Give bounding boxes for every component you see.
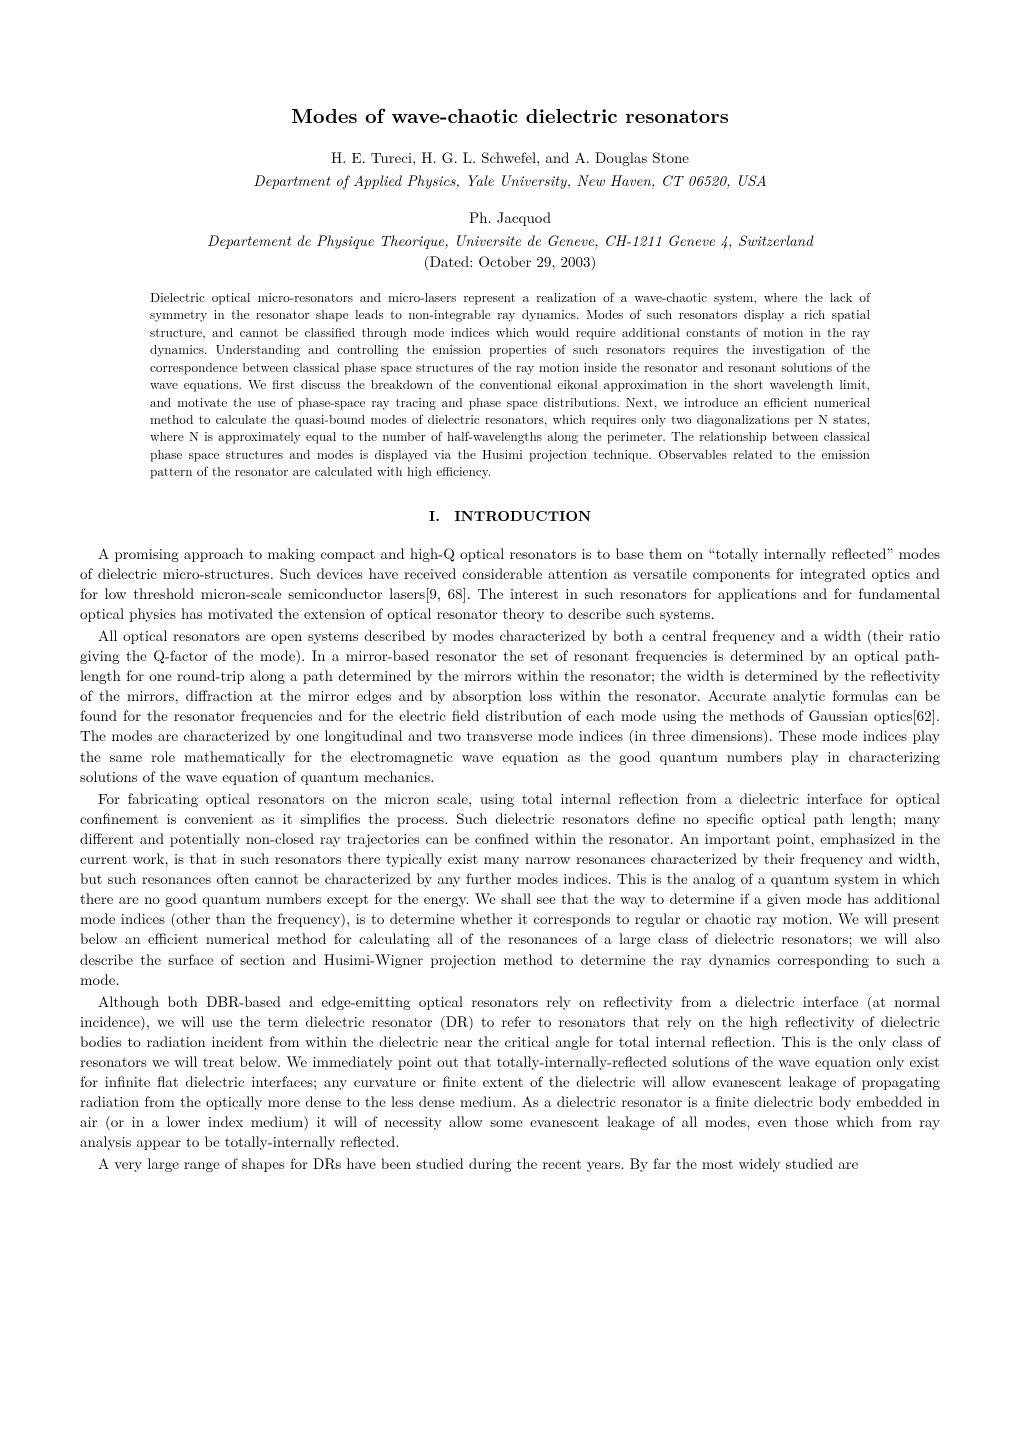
abstract: Dielectric optical micro-resonators and … [150, 288, 870, 480]
dated-line: (Dated: October 29, 2003) [80, 251, 940, 272]
affiliation-2: Departement de Physique Theorique, Unive… [80, 230, 940, 251]
paragraph-4: Although both DBR-based and edge-emittin… [80, 992, 940, 1153]
page: Modes of wave-chaotic dielectric resonat… [0, 0, 1020, 1237]
paper-title: Modes of wave-chaotic dielectric resonat… [80, 100, 940, 129]
affiliation-1: Department of Applied Physics, Yale Univ… [80, 170, 940, 191]
authors-line-2: Ph. Jacquod [80, 207, 940, 228]
paragraph-1: A promising approach to making compact a… [80, 544, 940, 624]
authors-line-1: H. E. Tureci, H. G. L. Schwefel, and A. … [80, 147, 940, 168]
paragraph-2: All optical resonators are open systems … [80, 626, 940, 787]
paragraph-5: A very large range of shapes for DRs hav… [80, 1154, 940, 1174]
paragraph-3: For fabricating optical resonators on th… [80, 789, 940, 990]
section-heading-introduction: I. INTRODUCTION [80, 506, 940, 526]
